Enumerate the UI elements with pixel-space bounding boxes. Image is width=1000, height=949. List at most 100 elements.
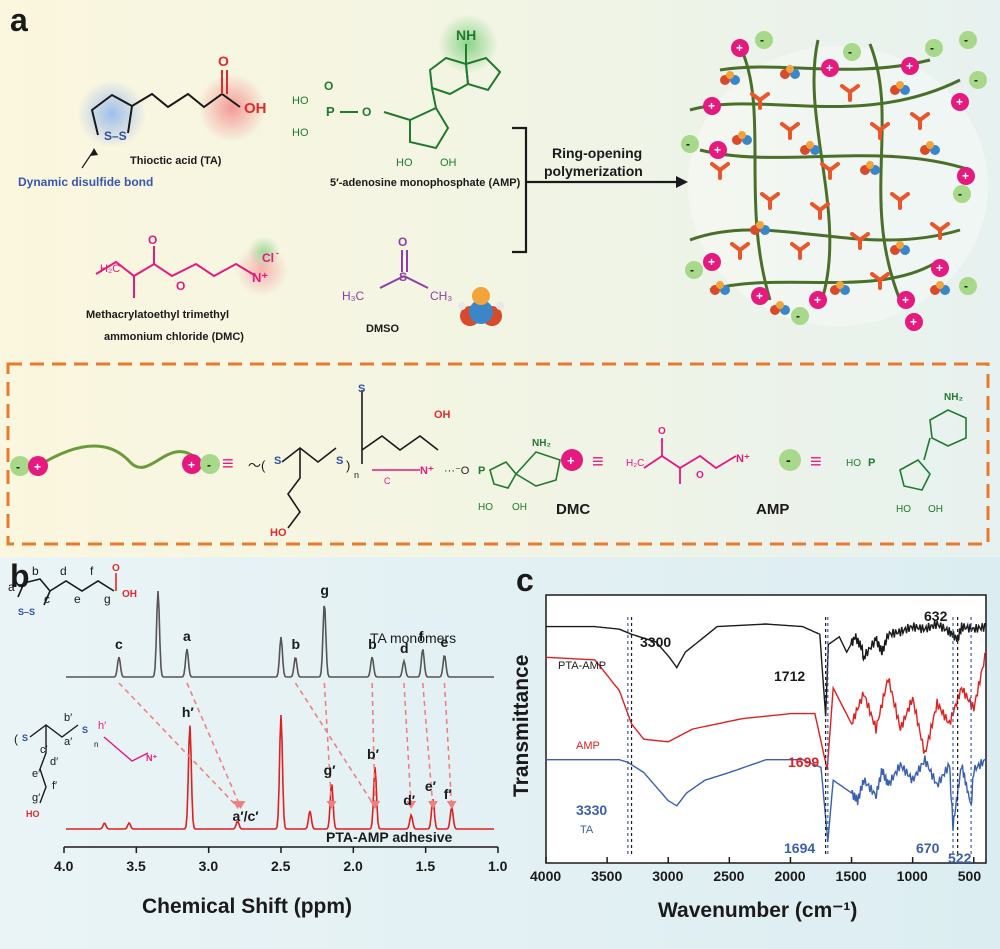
pta-b-ho: HO — [26, 809, 40, 819]
charge-sign: + — [956, 95, 963, 109]
ta-b-label-g: g — [104, 592, 111, 606]
charge-sign: - — [690, 263, 694, 277]
crosslink-mark — [870, 272, 890, 290]
nmr-trace-bottom — [66, 714, 494, 830]
crosslink-mark — [820, 162, 840, 180]
amp-molecule: NH O P O HO HO HO OH — [292, 14, 502, 169]
dmc-label-line2: ammonium chloride (DMC) — [104, 331, 244, 343]
crosslink-group — [710, 84, 950, 290]
nmr-peak-label-top: g — [320, 582, 329, 598]
ta-b-label-b: b — [32, 564, 39, 578]
dmc-charge-dot — [751, 287, 769, 305]
pta-b-bracket: ( — [14, 732, 18, 746]
panel-c-letter: c — [516, 562, 534, 598]
reaction-arrowhead — [676, 176, 688, 188]
ftir-series-line — [545, 651, 987, 771]
ftir-y-label: Transmittance — [510, 655, 533, 797]
dmc-charge-dot — [957, 167, 975, 185]
legend-dmc-label: DMC — [556, 501, 590, 518]
nmr-tick-label: 1.5 — [416, 858, 436, 874]
crosslink-mark — [780, 122, 800, 140]
trace-top-label: TA monomers — [370, 630, 456, 646]
repeat-s3: S — [358, 383, 365, 395]
ta-b-label-a: a — [8, 580, 15, 594]
amp-ribose-oh1: HO — [396, 157, 413, 169]
dmso-label: DMSO — [366, 323, 399, 335]
nmr-arrow — [403, 682, 412, 808]
ta-label: Thioctic acid (TA) — [130, 155, 222, 167]
crosslink-mark — [910, 112, 930, 130]
nmr-arrow — [323, 682, 333, 808]
nmr-arrowhead — [370, 801, 381, 809]
amp-charge-dot — [969, 71, 987, 89]
dmso-ch3: CH₃ — [430, 289, 452, 303]
ftir-x-label: Wavenumber (cm⁻¹) — [658, 899, 857, 922]
annot-632: 632 — [924, 608, 948, 624]
amp-charge-dot — [685, 261, 703, 279]
panel-b-letter: b — [10, 558, 30, 594]
annot-670: 670 — [916, 840, 940, 856]
reaction-bracket — [512, 126, 528, 254]
legend-amp-ho: HO — [846, 458, 861, 469]
repeat-cooh-2: OH — [434, 409, 451, 421]
ftir-tick-label: 1000 — [897, 868, 928, 884]
legend-dmc-plus: + — [567, 453, 575, 468]
legend-dmc-dot — [561, 449, 583, 471]
charge-sign: - — [760, 33, 764, 47]
amp-o-link: O — [362, 105, 371, 119]
nmr-peak-label-bottom: e′ — [425, 778, 437, 794]
ta-b-label-f: f — [90, 564, 94, 578]
repeat-p: P — [478, 465, 485, 477]
disulfide-label: Dynamic disulfide bond — [18, 175, 153, 189]
repeat-unit-structure: 〜( S S ) n HO S OH C N⁺ ···⁻O P NH₂ HO O… — [248, 383, 561, 539]
nmr-arrow — [186, 682, 242, 808]
legend-amp-dot — [779, 449, 801, 471]
series-label-amp: AMP — [576, 740, 600, 752]
charge-sign: + — [826, 61, 833, 75]
amp-charge-dot — [681, 135, 699, 153]
ftir-guides — [627, 617, 972, 857]
repeat-cooh: HO — [270, 527, 287, 539]
amp-charge-dot — [925, 39, 943, 57]
nmr-peak-labels: c a g b b df e h′ a′/c′ g′ b′ d′ e′ f′ — [115, 582, 452, 824]
nmr-arrow — [371, 682, 376, 808]
reaction-line2: polymerization — [544, 163, 643, 179]
amp-atom — [836, 281, 844, 289]
legend-dmc-o2: O — [696, 470, 704, 481]
nmr-arrow — [443, 682, 453, 808]
nmr-tick-label: 3.5 — [126, 858, 146, 874]
ftir-tick-label: 500 — [958, 868, 982, 884]
amp-atom — [936, 281, 944, 289]
nmr-ticks: 4.0 3.5 3.0 2.5 2.0 1.5 1.0 — [54, 847, 508, 874]
ta-b-ss: S–S — [18, 607, 35, 617]
nmr-tick-label: 4.0 — [54, 858, 74, 874]
amp-nh2: NH — [456, 27, 476, 43]
annot-1699: 1699 — [788, 754, 819, 770]
nmr-peak-label-top: a — [183, 628, 191, 644]
ta-oh: OH — [244, 100, 267, 117]
legend-amp-minus: - — [786, 452, 791, 468]
equiv-sign-2: ≡ — [592, 451, 604, 473]
charge-sign: + — [736, 41, 743, 55]
amp-phosphorus: P — [326, 104, 335, 119]
charge-sign: + — [708, 255, 715, 269]
crosslink-mark — [850, 232, 870, 250]
charge-sign: - — [796, 309, 800, 323]
dmc-charge-dot — [897, 291, 915, 309]
annot-3330: 3330 — [576, 802, 607, 818]
pta-b-label-h: h′ — [98, 720, 106, 732]
nmr-tick-label: 2.5 — [271, 858, 291, 874]
amp-charge-dot — [843, 43, 861, 61]
amp-atom — [926, 141, 934, 149]
nmr-arrow — [294, 682, 376, 808]
pta-b-label-a: a′ — [64, 736, 72, 748]
pta-b-label-g: g′ — [32, 792, 40, 804]
charge-sign: - — [958, 187, 962, 201]
crosslink-mark — [870, 122, 890, 140]
pta-structure-b: ( S S n HO b′ c′ a′ d′ e′ f′ g′ h′ N⁺ — [14, 712, 157, 819]
dmc-charge-dot — [931, 259, 949, 277]
amp-atom — [756, 221, 764, 229]
dmso-o: O — [398, 235, 407, 249]
ta-b-label-c: c — [44, 592, 50, 606]
ftir-series-line — [546, 620, 987, 717]
